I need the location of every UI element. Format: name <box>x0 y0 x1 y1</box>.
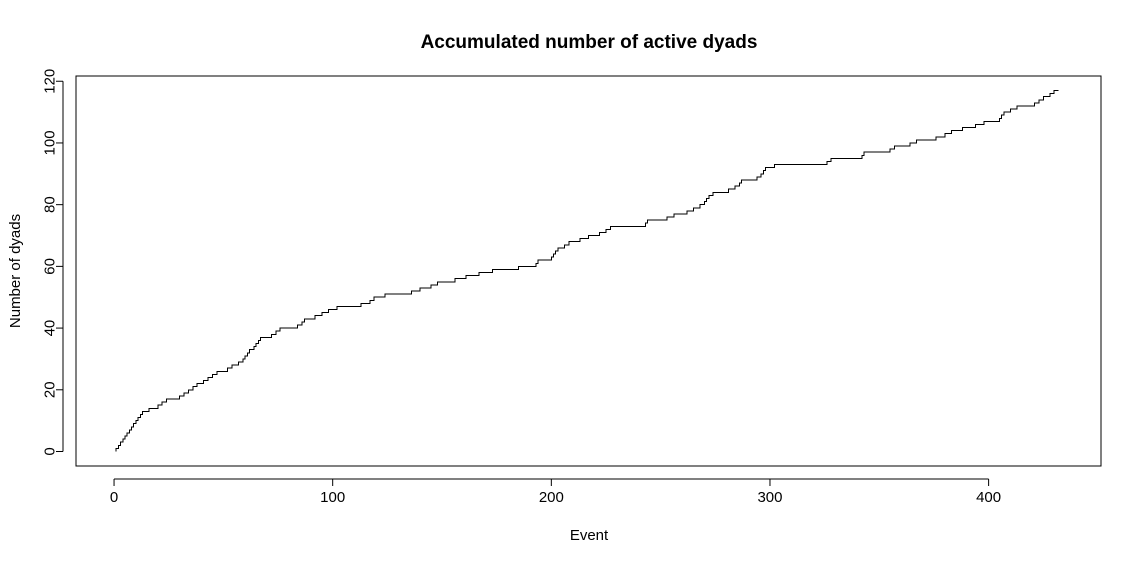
y-tick-label: 120 <box>42 69 59 94</box>
y-tick-label: 100 <box>42 130 59 155</box>
x-tick-label: 400 <box>976 489 1001 506</box>
series-line <box>115 90 1059 452</box>
plot-frame <box>75 75 1102 467</box>
x-tick-label: 0 <box>110 489 118 506</box>
y-tick-label: 80 <box>42 196 59 213</box>
x-axis-label: Event <box>570 527 609 544</box>
chart-title: Accumulated number of active dyads <box>421 32 758 53</box>
y-axis-label: Number of dyads <box>7 214 24 328</box>
y-tick-label: 60 <box>42 258 59 275</box>
x-tick-label: 100 <box>320 489 345 506</box>
x-axis: 0 100 200 300 400 <box>110 478 1001 506</box>
y-axis: 0 20 40 60 80 100 120 <box>42 69 64 456</box>
x-tick-label: 300 <box>757 489 782 506</box>
y-tick-label: 0 <box>42 447 59 455</box>
y-tick-label: 40 <box>42 320 59 337</box>
y-tick-label: 20 <box>42 381 59 398</box>
x-tick-label: 200 <box>539 489 564 506</box>
